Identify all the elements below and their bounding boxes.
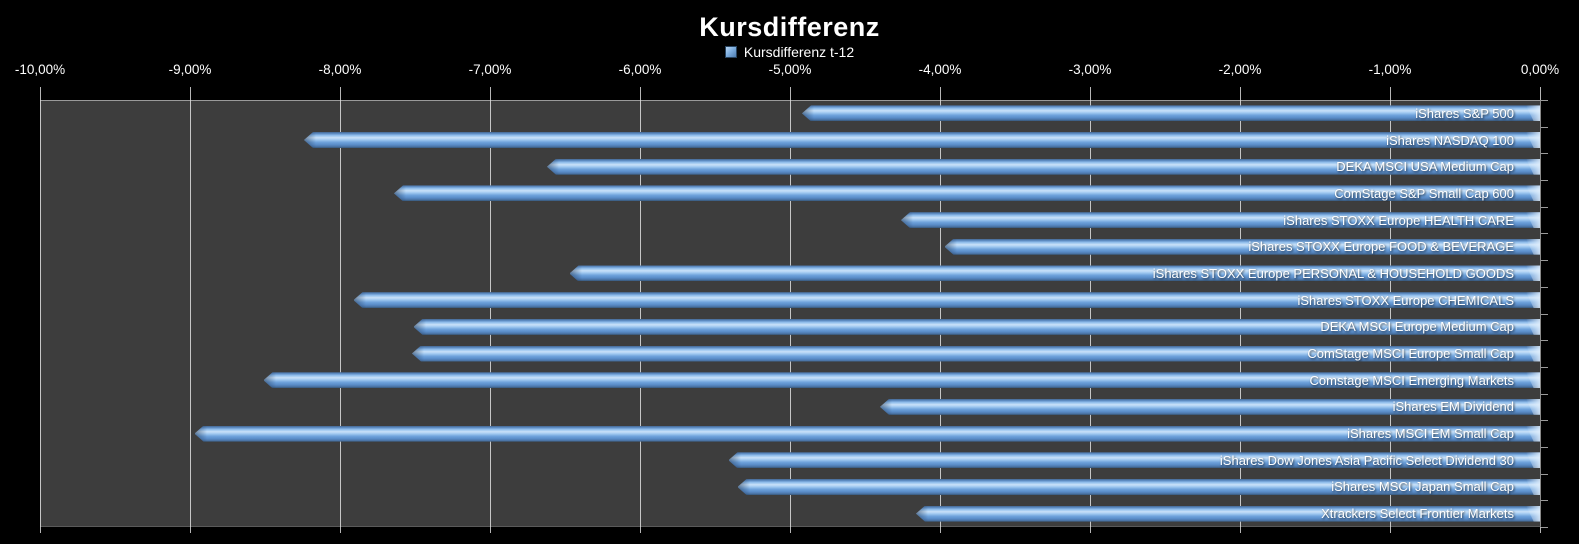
- bar-category-label: iShares STOXX Europe HEALTH CARE: [1283, 212, 1514, 228]
- x-axis-tick-mark: [190, 87, 191, 100]
- bar: iShares STOXX Europe CHEMICALS: [353, 292, 1540, 309]
- bar-category-label: ComStage MSCI Europe Small Cap: [1307, 346, 1514, 362]
- x-axis-tick-mark: [1240, 527, 1241, 533]
- x-axis-tick-mark: [40, 527, 41, 533]
- bar-category-label: iShares Dow Jones Asia Pacific Select Di…: [1219, 452, 1514, 468]
- x-axis-tick-mark: [1090, 87, 1091, 100]
- x-axis-tick-mark: [640, 87, 641, 100]
- x-axis-tick-label: -9,00%: [168, 62, 212, 77]
- bar: iShares S&P 500: [802, 105, 1540, 122]
- x-axis-tick-mark: [1540, 527, 1541, 533]
- x-axis-tick-mark: [640, 527, 641, 533]
- y-axis-tick-mark: [1541, 473, 1548, 475]
- x-axis-tick-mark: [1540, 87, 1541, 100]
- chart-title: Kursdifferenz: [699, 12, 880, 42]
- x-axis-tick-mark: [1390, 527, 1391, 533]
- gridline: [40, 100, 41, 527]
- x-axis-tick-mark: [940, 527, 941, 533]
- gridline: [940, 100, 941, 527]
- x-axis-tick-label: -7,00%: [468, 62, 512, 77]
- x-axis-tick-mark: [340, 87, 341, 100]
- bar-category-label: iShares MSCI EM Small Cap: [1347, 426, 1514, 442]
- x-axis-tick-mark: [1240, 87, 1241, 100]
- bar: iShares MSCI EM Small Cap: [194, 425, 1540, 442]
- bar: Comstage MSCI Emerging Markets: [263, 372, 1540, 389]
- legend: Kursdifferenz t-12: [0, 43, 1579, 61]
- x-axis-tick-mark: [190, 527, 191, 533]
- gridline: [490, 100, 491, 527]
- x-axis-tick-label: -5,00%: [768, 62, 812, 77]
- y-axis-tick-mark: [1541, 366, 1548, 368]
- bar: ComStage MSCI Europe Small Cap: [412, 345, 1540, 362]
- x-axis-tick-label: -6,00%: [618, 62, 662, 77]
- x-axis-tick-mark: [490, 87, 491, 100]
- x-axis-tick-mark: [40, 87, 41, 100]
- bar: Xtrackers Select Frontier Markets: [916, 505, 1540, 522]
- y-axis-tick-mark: [1541, 420, 1548, 422]
- gridline: [1090, 100, 1091, 527]
- bar: DEKA MSCI Europe Medium Cap: [413, 318, 1540, 335]
- gridline: [790, 100, 791, 527]
- bar-category-label: iShares STOXX Europe CHEMICALS: [1297, 292, 1514, 308]
- y-axis-tick-mark: [1541, 393, 1548, 395]
- x-axis-tick-label: -4,00%: [918, 62, 962, 77]
- bar: iShares MSCI Japan Small Cap: [737, 478, 1540, 495]
- y-axis-tick-mark: [1541, 286, 1548, 288]
- bar: iShares STOXX Europe HEALTH CARE: [901, 212, 1540, 229]
- gridline: [340, 100, 341, 527]
- x-axis-tick-mark: [1390, 87, 1391, 100]
- bar-category-label: Xtrackers Select Frontier Markets: [1321, 506, 1514, 522]
- gridline: [1390, 100, 1391, 527]
- bar-category-label: DEKA MSCI Europe Medium Cap: [1320, 319, 1514, 335]
- bar-category-label: DEKA MSCI USA Medium Cap: [1336, 159, 1514, 175]
- bar-category-label: iShares S&P 500: [1415, 105, 1514, 121]
- y-axis-tick-mark: [1541, 527, 1548, 528]
- x-axis-tick-label: -3,00%: [1068, 62, 1112, 77]
- y-axis-tick-mark: [1541, 180, 1548, 182]
- bar: iShares EM Dividend: [880, 398, 1540, 415]
- bar-category-label: iShares STOXX Europe PERSONAL & HOUSEHOL…: [1152, 265, 1514, 281]
- y-axis-tick-mark: [1541, 260, 1548, 262]
- legend-series-marker-icon: [724, 46, 737, 58]
- bar-category-label: iShares NASDAQ 100: [1386, 132, 1514, 148]
- bar: iShares STOXX Europe PERSONAL & HOUSEHOL…: [569, 265, 1540, 282]
- x-axis-tick-label: 0,00%: [1520, 62, 1560, 77]
- y-axis-tick-mark: [1541, 233, 1548, 235]
- gridline: [190, 100, 191, 527]
- legend-series-label: Kursdifferenz t-12: [743, 44, 855, 60]
- bar-category-label: iShares STOXX Europe FOOD & BEVERAGE: [1248, 239, 1514, 255]
- x-axis-tick-label: -2,00%: [1218, 62, 1262, 77]
- y-axis-tick-mark: [1541, 313, 1548, 315]
- y-axis-tick-mark: [1541, 340, 1548, 342]
- bar: iShares Dow Jones Asia Pacific Select Di…: [728, 452, 1540, 469]
- bar: iShares STOXX Europe FOOD & BEVERAGE: [944, 238, 1540, 255]
- bar-category-label: Comstage MSCI Emerging Markets: [1309, 372, 1514, 388]
- y-axis-tick-mark: [1541, 153, 1548, 155]
- x-axis-tick-mark: [790, 87, 791, 100]
- y-axis-tick-mark: [1541, 126, 1548, 128]
- x-axis-tick-label: -1,00%: [1368, 62, 1412, 77]
- x-axis-tick-label: -8,00%: [318, 62, 362, 77]
- gridline: [640, 100, 641, 527]
- y-axis-tick-mark: [1541, 446, 1548, 448]
- x-axis-tick-label: -10,00%: [14, 62, 66, 77]
- x-axis-tick-mark: [1090, 527, 1091, 533]
- bar: iShares NASDAQ 100: [304, 132, 1540, 149]
- bar-category-label: iShares MSCI Japan Small Cap: [1331, 479, 1514, 495]
- x-axis-tick-mark: [340, 527, 341, 533]
- bar: ComStage S&P Small Cap 600: [394, 185, 1540, 202]
- y-axis-tick-mark: [1541, 100, 1548, 101]
- gridline: [1240, 100, 1241, 527]
- y-axis-tick-mark: [1541, 500, 1548, 502]
- x-axis-tick-mark: [790, 527, 791, 533]
- y-axis-tick-mark: [1541, 206, 1548, 208]
- bar: DEKA MSCI USA Medium Cap: [547, 158, 1540, 175]
- x-axis-tick-mark: [940, 87, 941, 100]
- bar-category-label: iShares EM Dividend: [1392, 399, 1514, 415]
- bar-category-label: ComStage S&P Small Cap 600: [1334, 185, 1514, 201]
- x-axis-tick-mark: [490, 527, 491, 533]
